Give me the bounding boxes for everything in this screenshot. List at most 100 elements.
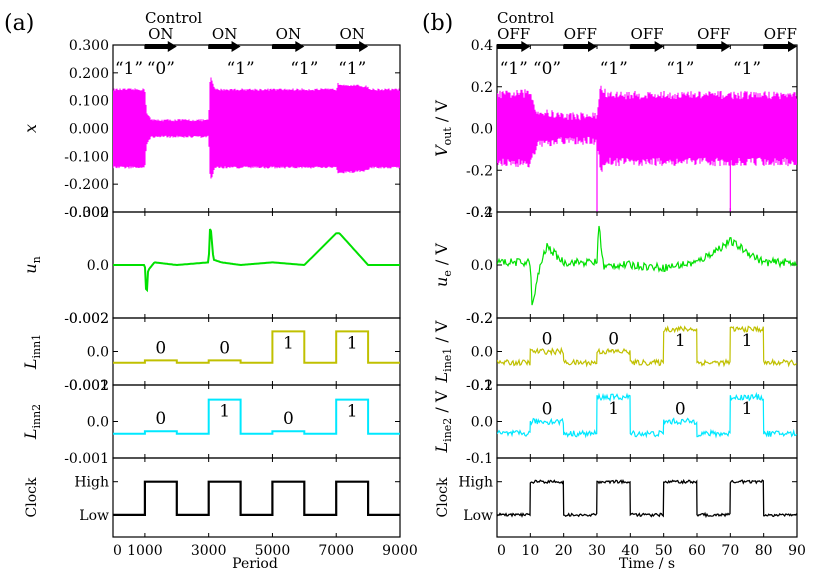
control-arrow-head xyxy=(167,41,177,52)
y-axis-label: Linn2 xyxy=(21,404,43,440)
y-tick-label: -0.300 xyxy=(64,205,109,221)
encoded-bit-label: “1” xyxy=(290,59,318,79)
bit-label: 0 xyxy=(155,409,166,429)
y-tick-label: 0.002 xyxy=(69,205,109,221)
encoded-bit-label: “1” xyxy=(500,59,528,79)
x-tick-label: 0 xyxy=(497,543,506,559)
control-arrow-bar xyxy=(697,44,724,49)
control-arrow-label: OFF xyxy=(697,25,730,43)
x-tick-label: 20 xyxy=(555,543,573,559)
control-arrow-bar xyxy=(144,44,170,49)
y-tick-label: 0.2 xyxy=(471,378,493,394)
y-tick-label: -0.001 xyxy=(64,378,109,394)
y-axis-label: ue / V xyxy=(432,243,454,287)
series-line xyxy=(113,330,400,364)
x-tick-label: 7000 xyxy=(318,543,354,559)
y-tick-label: 0.2 xyxy=(471,80,493,96)
bit-label: 0 xyxy=(542,330,553,350)
x-tick-label: 80 xyxy=(755,543,773,559)
x-tick-label: 60 xyxy=(688,543,706,559)
control-arrow-bar xyxy=(563,44,590,49)
control-arrow-head xyxy=(295,41,305,52)
control-arrow-head xyxy=(359,41,369,52)
y-tick-label: 0.0 xyxy=(87,258,109,274)
subplot-b-5: High Low Clock 0 10 20 30 40 50 60 70 80 90 xyxy=(435,457,806,559)
bit-label: 1 xyxy=(219,402,230,422)
y-tick-label: -0.100 xyxy=(64,149,109,165)
y-tick-label: 0.200 xyxy=(69,66,109,82)
y-tick-label: Low xyxy=(79,508,109,524)
encoded-bit-label: “1” xyxy=(338,59,366,79)
control-arrow-head xyxy=(654,41,664,52)
y-tick-label: 0.002 xyxy=(69,378,109,394)
subplot-a-3: 0.002 0.0 -0.001 Linn1 0 0 1 1 xyxy=(21,311,401,394)
y-tick-label: 0.0 xyxy=(87,345,109,361)
y-axis-label: Vout / V xyxy=(432,100,454,157)
encoded-bit-label: “1” xyxy=(666,59,694,79)
control-arrow-label: OFF xyxy=(764,25,797,43)
y-axis-label: Linn1 xyxy=(21,334,43,370)
y-axis-label: x xyxy=(21,124,40,133)
y-tick-label: 0.300 xyxy=(69,38,109,54)
y-axis-label: Clock xyxy=(24,477,40,517)
x-tick-label: 3000 xyxy=(191,543,227,559)
bit-label: 1 xyxy=(347,402,358,422)
control-arrow-head xyxy=(588,41,597,52)
control-arrow-label: OFF xyxy=(630,25,663,43)
x-series-oscillation xyxy=(497,85,797,172)
y-tick-label: 0.002 xyxy=(69,311,109,327)
encoded-bit-label: “1” xyxy=(600,59,628,79)
y-tick-label: High xyxy=(74,475,109,491)
y-tick-label: -0.1 xyxy=(466,451,493,467)
bit-label: 0 xyxy=(675,400,686,420)
bit-label: 1 xyxy=(608,399,619,419)
control-arrow-label: ON xyxy=(339,25,364,43)
y-tick-label: -0.4 xyxy=(466,205,493,221)
control-arrow-bar xyxy=(336,44,362,49)
panel-a: 0.3000.2000.1000.000-0.100-0.200-0.300x0… xyxy=(21,25,418,559)
axes-frame xyxy=(496,317,798,386)
subplot-a-5: High Low Clock 0 1000 3000 5000 7000 9000 xyxy=(24,457,418,559)
x-tick-label: 40 xyxy=(621,543,639,559)
clock-line xyxy=(113,480,400,516)
x-tick-label: 30 xyxy=(588,543,606,559)
x-series-oscillation xyxy=(113,77,400,179)
y-tick-label: 0.000 xyxy=(69,122,109,138)
panel-b: 0.4 0.2 0.0 -0.2 -0.4 Vout / V 0.2 0.0 -0.2 ue / … xyxy=(432,25,806,559)
x-tick-label: 10 xyxy=(521,543,539,559)
bit-label: 1 xyxy=(283,333,294,353)
y-axis-label: un xyxy=(21,256,43,273)
bit-label: 0 xyxy=(542,400,553,420)
y-axis-label: Clock xyxy=(435,477,451,517)
axes-frame xyxy=(496,211,798,319)
plot-area: 0.3000.2000.1000.000-0.100-0.200-0.300x0… xyxy=(21,25,806,559)
y-tick-label: 0.2 xyxy=(471,311,493,327)
x-tick-label: 50 xyxy=(655,543,673,559)
y-tick-label: Low xyxy=(463,508,493,524)
encoded-bit-label: “1” xyxy=(733,59,761,79)
x-axis-label-b: Time / s xyxy=(619,556,675,572)
y-tick-label: -0.2 xyxy=(466,311,493,327)
control-label-b: Control xyxy=(497,9,554,27)
y-tick-label: 0.4 xyxy=(471,38,493,54)
x-tick-label: 70 xyxy=(721,543,739,559)
series-line xyxy=(113,398,400,435)
y-axis-label: Line1 / V xyxy=(432,320,454,383)
series-line xyxy=(497,225,797,306)
control-arrow-bar xyxy=(208,44,234,49)
bit-label: 0 xyxy=(283,409,294,429)
control-arrow-label: ON xyxy=(212,25,237,43)
bit-label: 0 xyxy=(155,338,166,358)
control-arrow-head xyxy=(788,41,797,52)
series-line xyxy=(497,325,797,368)
control-arrow-label: ON xyxy=(276,25,301,43)
control-arrow-label: ON xyxy=(148,25,173,43)
y-tick-label: 0.100 xyxy=(69,94,109,110)
y-tick-label: -0.001 xyxy=(64,451,109,467)
y-tick-label: 0.0 xyxy=(87,415,109,431)
encoded-bit-label: “0” xyxy=(533,59,561,79)
control-arrow-bar xyxy=(630,44,657,49)
bit-label: 1 xyxy=(742,399,753,419)
axes-frame xyxy=(112,211,401,319)
